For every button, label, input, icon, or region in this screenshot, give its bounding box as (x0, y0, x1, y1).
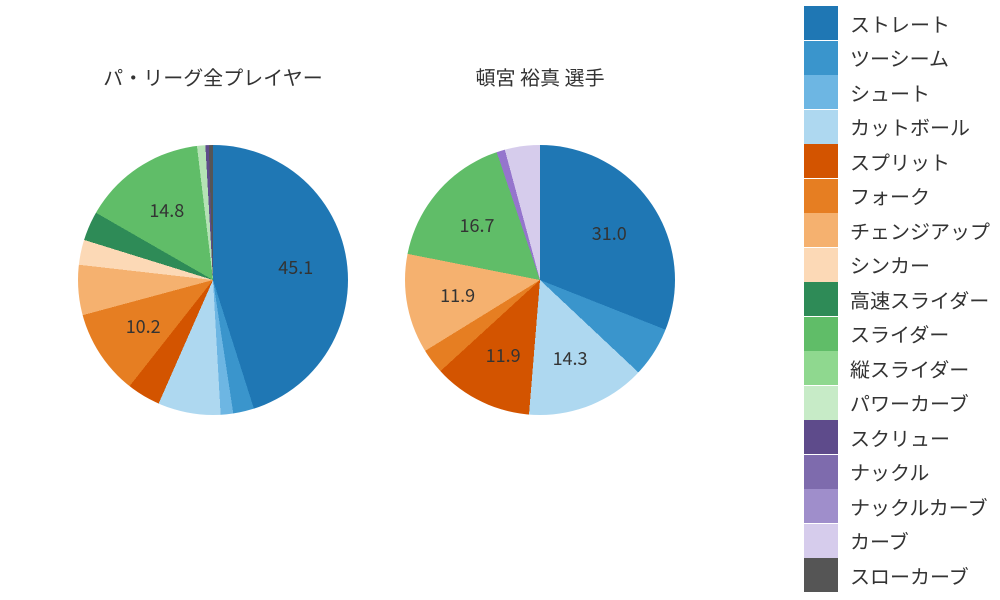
chart-root: { "background_color": "#ffffff", "font_f… (0, 0, 1000, 600)
legend-swatch (804, 455, 838, 489)
legend-swatch (804, 213, 838, 247)
legend-label: パワーカーブ (850, 388, 969, 417)
legend-item: カーブ (804, 524, 990, 559)
legend-swatch (804, 558, 838, 592)
legend-item: ツーシーム (804, 41, 990, 76)
legend-swatch (804, 524, 838, 558)
legend-label: チェンジアップ (850, 216, 990, 245)
legend-label: ストレート (850, 9, 950, 38)
legend-item: スクリュー (804, 420, 990, 455)
legend-label: ナックル (850, 457, 929, 486)
legend-item: カットボール (804, 110, 990, 145)
legend-item: スライダー (804, 317, 990, 352)
legend-item: 縦スライダー (804, 351, 990, 386)
legend-swatch (804, 75, 838, 109)
legend: ストレートツーシームシュートカットボールスプリットフォークチェンジアップシンカー… (804, 6, 990, 593)
legend-swatch (804, 6, 838, 40)
pie-slice-label: 14.8 (149, 197, 184, 223)
legend-swatch (804, 110, 838, 144)
legend-swatch (804, 489, 838, 523)
pie-chart-right (405, 145, 675, 415)
legend-label: フォーク (850, 181, 930, 210)
legend-item: ナックル (804, 455, 990, 490)
pie-slice-label: 11.9 (440, 282, 475, 308)
legend-label: ツーシーム (850, 43, 949, 72)
legend-label: 縦スライダー (850, 354, 969, 383)
pie-slice-label: 31.0 (592, 220, 627, 246)
pie-slice-label: 14.3 (553, 345, 588, 371)
legend-label: スローカーブ (850, 561, 969, 590)
legend-swatch (804, 282, 838, 316)
legend-item: パワーカーブ (804, 386, 990, 421)
pie-slice-label: 16.7 (460, 212, 495, 238)
legend-item: シュート (804, 75, 990, 110)
legend-label: ナックルカーブ (850, 492, 988, 521)
legend-label: カーブ (850, 526, 909, 555)
legend-swatch (804, 41, 838, 75)
legend-item: ナックルカーブ (804, 489, 990, 524)
legend-swatch (804, 144, 838, 178)
legend-label: スライダー (850, 319, 949, 348)
legend-label: スプリット (850, 147, 950, 176)
pie-slice-label: 10.2 (126, 313, 161, 339)
chart-title-right: 頓宮 裕真 選手 (476, 62, 605, 91)
legend-label: カットボール (850, 112, 970, 141)
legend-label: スクリュー (850, 423, 950, 452)
legend-swatch (804, 351, 838, 385)
pie-slice-label: 11.9 (486, 342, 521, 368)
legend-item: チェンジアップ (804, 213, 990, 248)
legend-label: シュート (850, 78, 930, 107)
pie-slice-label: 45.1 (278, 254, 313, 280)
legend-item: 高速スライダー (804, 282, 990, 317)
legend-item: ストレート (804, 6, 990, 41)
legend-item: フォーク (804, 179, 990, 214)
legend-swatch (804, 420, 838, 454)
legend-swatch (804, 317, 838, 351)
legend-item: スローカーブ (804, 558, 990, 593)
legend-swatch (804, 248, 838, 282)
legend-swatch (804, 179, 838, 213)
chart-title-left: パ・リーグ全プレイヤー (103, 62, 322, 91)
legend-label: シンカー (850, 250, 930, 279)
legend-item: シンカー (804, 248, 990, 283)
legend-label: 高速スライダー (850, 285, 989, 314)
legend-item: スプリット (804, 144, 990, 179)
legend-swatch (804, 386, 838, 420)
